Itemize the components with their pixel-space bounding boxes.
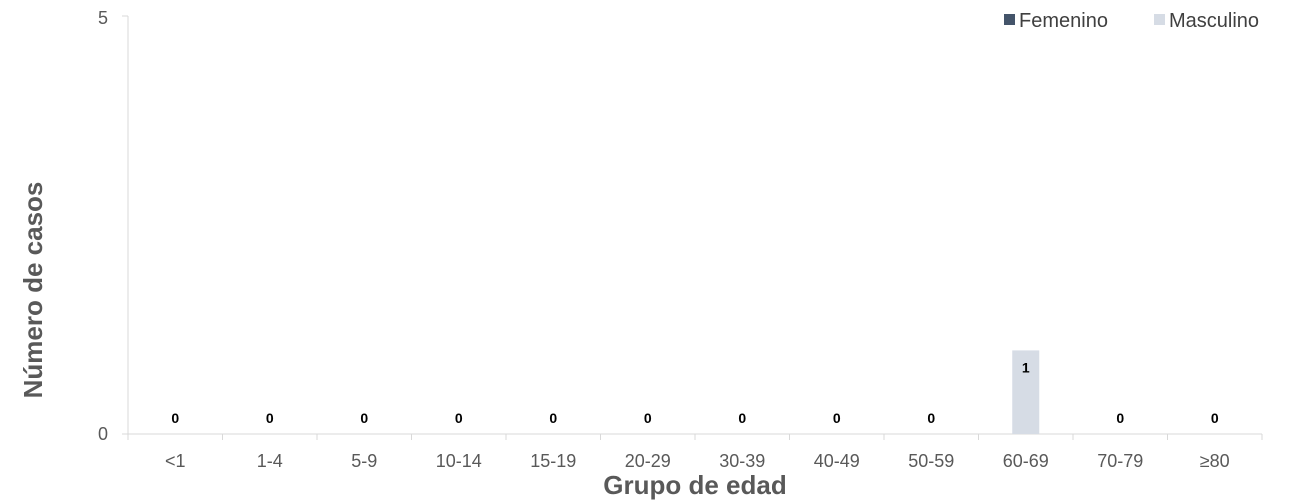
x-tick-label: 60-69: [1003, 451, 1049, 471]
y-axis-title: Número de casos: [18, 182, 48, 399]
legend-label-femenino: Femenino: [1019, 10, 1108, 32]
y-axis: 5 0: [98, 8, 129, 444]
x-tick-label: 70-79: [1097, 451, 1143, 471]
x-axis-title: Grupo de edad: [603, 470, 786, 500]
x-tick-label: ≥80: [1200, 451, 1230, 471]
data-label: 0: [1211, 410, 1219, 426]
bar-masculino: [1012, 350, 1040, 434]
x-tick-label: 10-14: [436, 451, 482, 471]
data-label: 0: [833, 410, 841, 426]
x-tick-label: 1-4: [257, 451, 283, 471]
x-tick-label: 15-19: [530, 451, 576, 471]
chart-legend: Femenino Masculino: [1004, 10, 1259, 32]
data-labels: 0 0 0 0 0 0 0 0 0 1 0 0: [171, 359, 1219, 426]
data-label: 0: [455, 410, 463, 426]
bars: [1012, 350, 1040, 434]
data-label: 0: [738, 410, 746, 426]
x-tick-label: 50-59: [908, 451, 954, 471]
data-label: 1: [1022, 359, 1030, 375]
data-label: 0: [360, 410, 368, 426]
data-label: 0: [644, 410, 652, 426]
legend-swatch-masculino: [1154, 14, 1165, 25]
data-label: 0: [171, 410, 179, 426]
legend-swatch-femenino: [1004, 14, 1015, 25]
y-tick-label-max: 5: [98, 8, 108, 28]
y-tick-label-min: 0: [98, 424, 108, 444]
data-label: 0: [927, 410, 935, 426]
data-label: 0: [266, 410, 274, 426]
x-tick-label: <1: [165, 451, 186, 471]
data-label: 0: [549, 410, 557, 426]
x-tick-label: 40-49: [814, 451, 860, 471]
legend-label-masculino: Masculino: [1169, 10, 1259, 32]
x-tick-label: 5-9: [351, 451, 377, 471]
x-ticks: [127, 434, 1263, 440]
data-label: 0: [1116, 410, 1124, 426]
x-tick-label: 20-29: [625, 451, 671, 471]
x-tick-labels: <1 1-4 5-9 10-14 15-19 20-29 30-39 40-49 50-59 60…: [165, 451, 1230, 471]
x-tick-label: 30-39: [719, 451, 765, 471]
